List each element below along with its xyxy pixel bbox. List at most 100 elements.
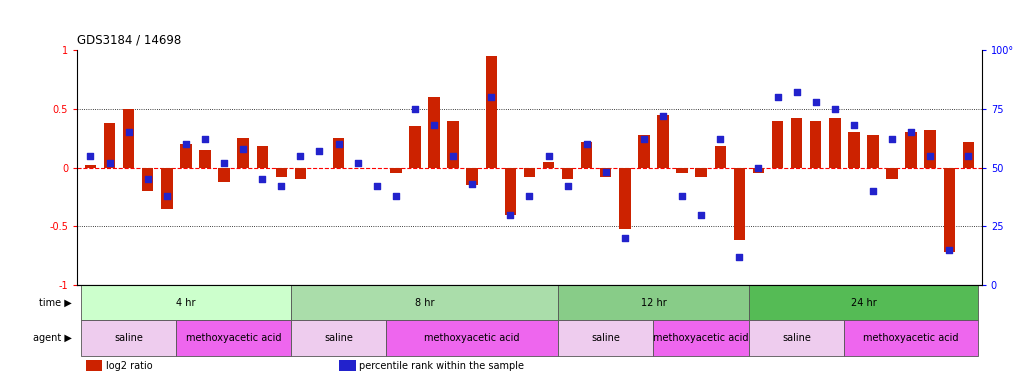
Point [273, 183, 290, 189]
Bar [749, 321, 844, 356]
Text: time ▶: time ▶ [39, 298, 72, 308]
Point [311, 148, 328, 154]
Text: 24 hr: 24 hr [850, 298, 876, 308]
Bar [714, 146, 726, 167]
Bar [81, 285, 291, 321]
Bar [485, 56, 497, 167]
Bar [600, 167, 612, 177]
Point [712, 136, 729, 142]
Bar [810, 121, 821, 167]
Bar [390, 167, 402, 174]
Point [330, 141, 346, 147]
Bar [409, 126, 420, 167]
Point [196, 136, 213, 142]
Point [960, 153, 977, 159]
Bar [295, 167, 306, 179]
Bar [886, 167, 897, 179]
Point [140, 176, 156, 182]
Bar [791, 118, 802, 167]
Bar [906, 132, 917, 167]
Point [655, 113, 671, 119]
Bar [86, 360, 103, 371]
Bar [581, 142, 592, 167]
Bar [654, 321, 749, 356]
Bar [619, 167, 630, 229]
Bar [752, 167, 764, 174]
Point [483, 94, 500, 100]
Bar [387, 321, 558, 356]
Point [292, 153, 308, 159]
Bar [81, 321, 177, 356]
Text: 4 hr: 4 hr [176, 298, 195, 308]
Point [750, 164, 767, 170]
Bar [161, 167, 173, 209]
Text: methoxyacetic acid: methoxyacetic acid [186, 333, 282, 343]
Point [521, 193, 538, 199]
Point [407, 106, 424, 112]
Text: 8 hr: 8 hr [414, 298, 434, 308]
Point [731, 254, 747, 260]
Bar [123, 109, 135, 167]
Bar [333, 138, 344, 167]
Bar [734, 167, 745, 240]
Point [464, 181, 480, 187]
Bar [772, 121, 783, 167]
Bar [104, 123, 115, 167]
Bar [177, 321, 291, 356]
Bar [749, 285, 978, 321]
Bar [558, 285, 749, 321]
Point [541, 153, 557, 159]
Bar [447, 121, 458, 167]
Point [579, 141, 595, 147]
Point [445, 153, 462, 159]
Bar [429, 97, 440, 167]
Text: methoxyacetic acid: methoxyacetic acid [864, 333, 959, 343]
Point [426, 122, 442, 128]
Point [884, 136, 901, 142]
Point [769, 94, 785, 100]
Bar [962, 142, 975, 167]
Point [788, 89, 805, 95]
Point [235, 146, 252, 152]
Bar [696, 167, 707, 177]
Point [102, 160, 118, 166]
Bar [868, 135, 879, 167]
Point [158, 193, 175, 199]
Bar [944, 167, 955, 252]
Bar [558, 321, 654, 356]
Bar [180, 144, 191, 167]
Bar [291, 285, 558, 321]
Point [617, 235, 633, 241]
Bar [829, 118, 841, 167]
Point [559, 183, 576, 189]
Point [254, 176, 270, 182]
Bar [543, 162, 554, 167]
Point [674, 193, 691, 199]
Text: percentile rank within the sample: percentile rank within the sample [360, 361, 524, 371]
Point [502, 212, 518, 218]
Bar [257, 146, 268, 167]
Bar [339, 360, 356, 371]
Text: log2 ratio: log2 ratio [106, 361, 153, 371]
Text: saline: saline [324, 333, 353, 343]
Bar [562, 167, 574, 179]
Point [941, 247, 957, 253]
Text: saline: saline [782, 333, 811, 343]
Point [350, 160, 366, 166]
Point [693, 212, 709, 218]
Point [635, 136, 652, 142]
Point [922, 153, 939, 159]
Text: 12 hr: 12 hr [640, 298, 666, 308]
Bar [676, 167, 688, 174]
Bar [276, 167, 287, 177]
Text: methoxyacetic acid: methoxyacetic acid [654, 333, 749, 343]
Point [178, 141, 194, 147]
Point [827, 106, 843, 112]
Bar [638, 135, 650, 167]
Bar [291, 321, 387, 356]
Bar [467, 167, 478, 185]
Point [120, 129, 137, 135]
Bar [523, 167, 536, 177]
Point [865, 188, 881, 194]
Bar [237, 138, 249, 167]
